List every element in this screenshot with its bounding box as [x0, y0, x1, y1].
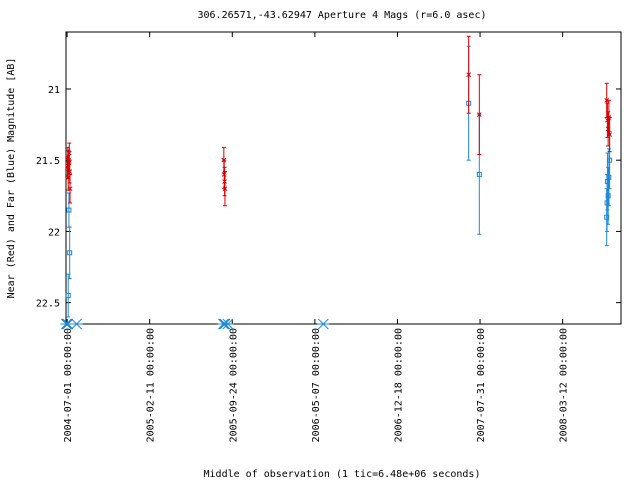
plot-frame	[65, 31, 622, 325]
near-point	[67, 173, 73, 204]
far-point	[67, 226, 73, 279]
far-point	[605, 166, 611, 225]
x-tick-label: 2006-05-07 00:00:00	[311, 328, 322, 442]
far-limit-point	[221, 318, 234, 330]
near-point	[466, 35, 472, 114]
x-tick-label: 2007-07-31 00:00:00	[476, 328, 487, 442]
y-axis: 21 21.5 22 22.5	[36, 85, 621, 310]
chart-title: 306.26571,-43.62947 Aperture 4 Mags (r=6…	[198, 10, 487, 21]
x-tick-label: 2006-12-18 00:00:00	[393, 328, 404, 442]
near-point	[222, 171, 228, 207]
x-tick-label: 2008-03-12 00:00:00	[559, 328, 570, 442]
y-tick-label: 22	[48, 227, 60, 238]
y-tick-label: 22.5	[36, 299, 60, 310]
far-point	[65, 273, 71, 318]
x-axis: 2004-07-01 00:00:00 2005-02-11 00:00:00 20…	[63, 32, 570, 442]
x-axis-label: Middle of observation (1 tic=6.48e+06 se…	[204, 469, 481, 480]
far-limit-point	[70, 318, 83, 330]
x-tick-label: 2005-09-24 00:00:00	[228, 328, 239, 442]
y-tick-label: 21.5	[36, 156, 60, 167]
y-tick-label: 21	[48, 85, 60, 96]
x-tick-label: 2005-02-11 00:00:00	[146, 328, 157, 442]
near-point	[607, 116, 612, 153]
near-point	[476, 74, 482, 155]
x-tick-label: 2004-07-01 00:00:00	[63, 328, 74, 442]
far-limit-point	[317, 318, 330, 330]
data-marks	[60, 35, 613, 330]
y-axis-label: Near (Red) and Far (Blue) Magnitude [AB]	[6, 58, 17, 299]
